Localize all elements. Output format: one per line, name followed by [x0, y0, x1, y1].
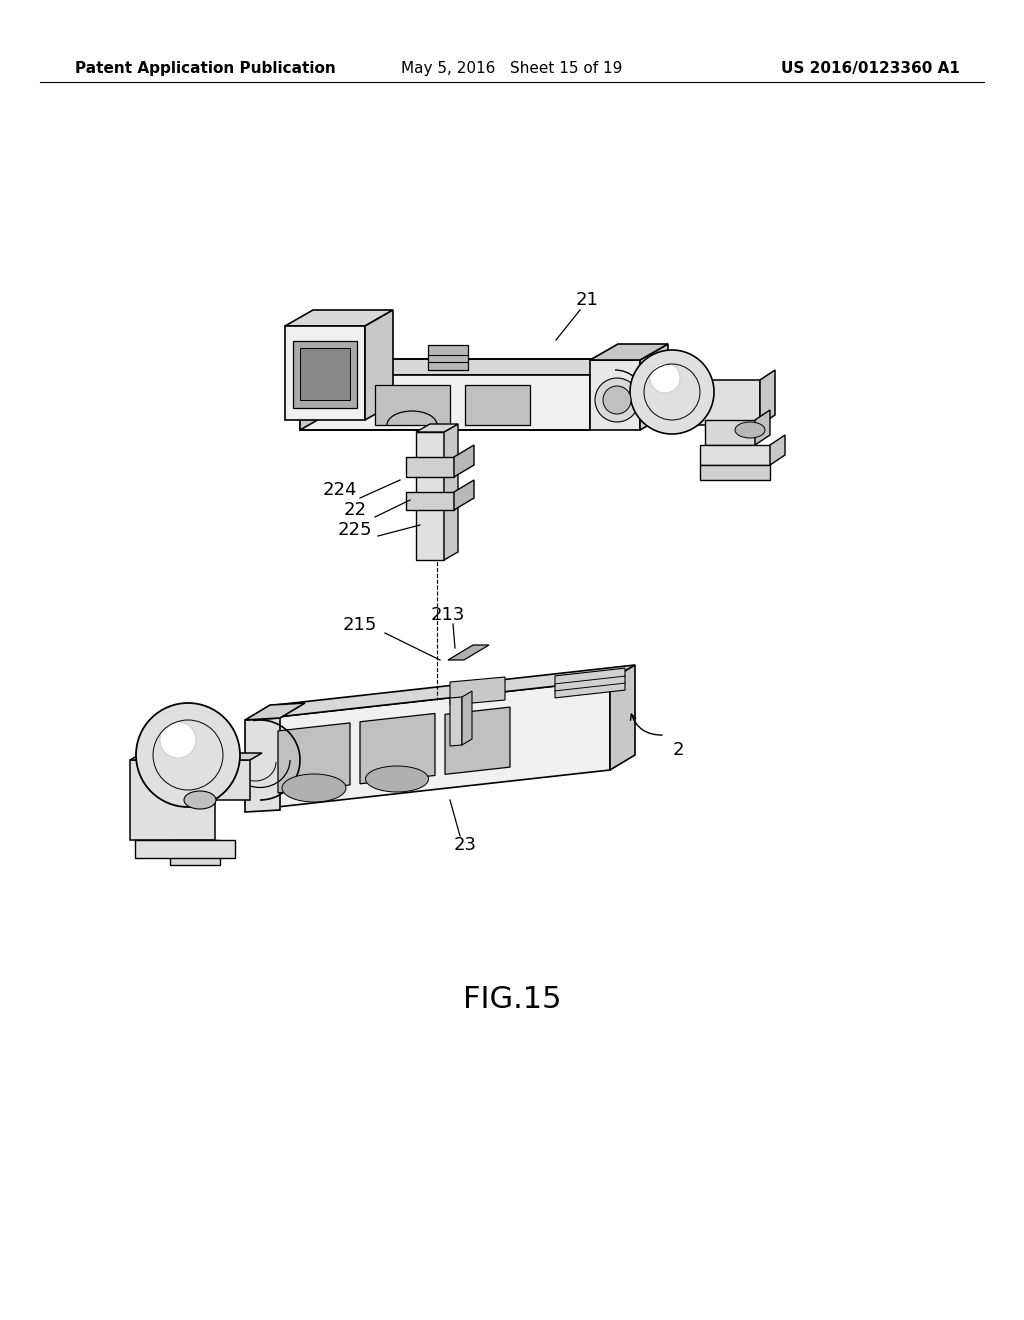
Polygon shape	[360, 713, 435, 784]
Polygon shape	[170, 840, 220, 865]
Polygon shape	[462, 690, 472, 744]
Polygon shape	[695, 380, 760, 425]
Polygon shape	[365, 310, 393, 420]
Polygon shape	[590, 360, 640, 430]
Polygon shape	[245, 704, 305, 719]
Polygon shape	[465, 385, 530, 425]
Polygon shape	[449, 645, 489, 660]
Polygon shape	[590, 345, 668, 360]
Text: 2: 2	[672, 741, 684, 759]
Polygon shape	[278, 723, 350, 793]
Polygon shape	[300, 348, 350, 400]
Ellipse shape	[282, 774, 346, 803]
Ellipse shape	[366, 766, 428, 792]
Polygon shape	[705, 420, 755, 445]
Text: 215: 215	[343, 616, 377, 634]
Polygon shape	[375, 385, 450, 425]
Circle shape	[595, 378, 639, 422]
Polygon shape	[416, 432, 444, 560]
Text: 224: 224	[323, 480, 357, 499]
Polygon shape	[454, 480, 474, 510]
Polygon shape	[428, 345, 468, 370]
Polygon shape	[444, 424, 458, 560]
Circle shape	[650, 363, 680, 393]
Text: 225: 225	[338, 521, 373, 539]
Ellipse shape	[184, 791, 216, 809]
Polygon shape	[130, 760, 250, 840]
Polygon shape	[300, 359, 618, 375]
Polygon shape	[406, 492, 454, 510]
Polygon shape	[760, 370, 775, 425]
Polygon shape	[406, 457, 454, 477]
Polygon shape	[285, 310, 393, 326]
Text: Patent Application Publication: Patent Application Publication	[75, 61, 336, 75]
Polygon shape	[300, 375, 590, 430]
Polygon shape	[770, 436, 785, 465]
Polygon shape	[640, 345, 668, 430]
Polygon shape	[300, 359, 328, 430]
Polygon shape	[450, 697, 462, 746]
Text: 21: 21	[575, 290, 598, 309]
Polygon shape	[285, 326, 365, 420]
Polygon shape	[135, 840, 234, 858]
Circle shape	[630, 350, 714, 434]
Polygon shape	[250, 665, 635, 719]
Polygon shape	[130, 752, 262, 760]
Polygon shape	[700, 465, 770, 480]
Text: 23: 23	[454, 836, 476, 854]
Circle shape	[603, 385, 631, 414]
Text: FIG.15: FIG.15	[463, 986, 561, 1015]
Polygon shape	[250, 680, 610, 810]
Polygon shape	[700, 445, 770, 465]
Circle shape	[136, 704, 240, 807]
Circle shape	[160, 722, 196, 758]
Polygon shape	[473, 681, 493, 696]
Polygon shape	[293, 341, 357, 408]
Polygon shape	[416, 424, 458, 432]
Polygon shape	[555, 668, 625, 698]
Polygon shape	[755, 411, 770, 445]
Polygon shape	[450, 677, 505, 705]
Polygon shape	[245, 718, 280, 812]
Text: US 2016/0123360 A1: US 2016/0123360 A1	[781, 61, 961, 75]
Text: 213: 213	[431, 606, 465, 624]
Polygon shape	[454, 445, 474, 477]
Polygon shape	[590, 359, 618, 430]
Polygon shape	[610, 665, 635, 770]
Text: 22: 22	[343, 502, 367, 519]
Text: May 5, 2016   Sheet 15 of 19: May 5, 2016 Sheet 15 of 19	[401, 61, 623, 75]
Polygon shape	[445, 708, 510, 775]
Ellipse shape	[735, 422, 765, 438]
